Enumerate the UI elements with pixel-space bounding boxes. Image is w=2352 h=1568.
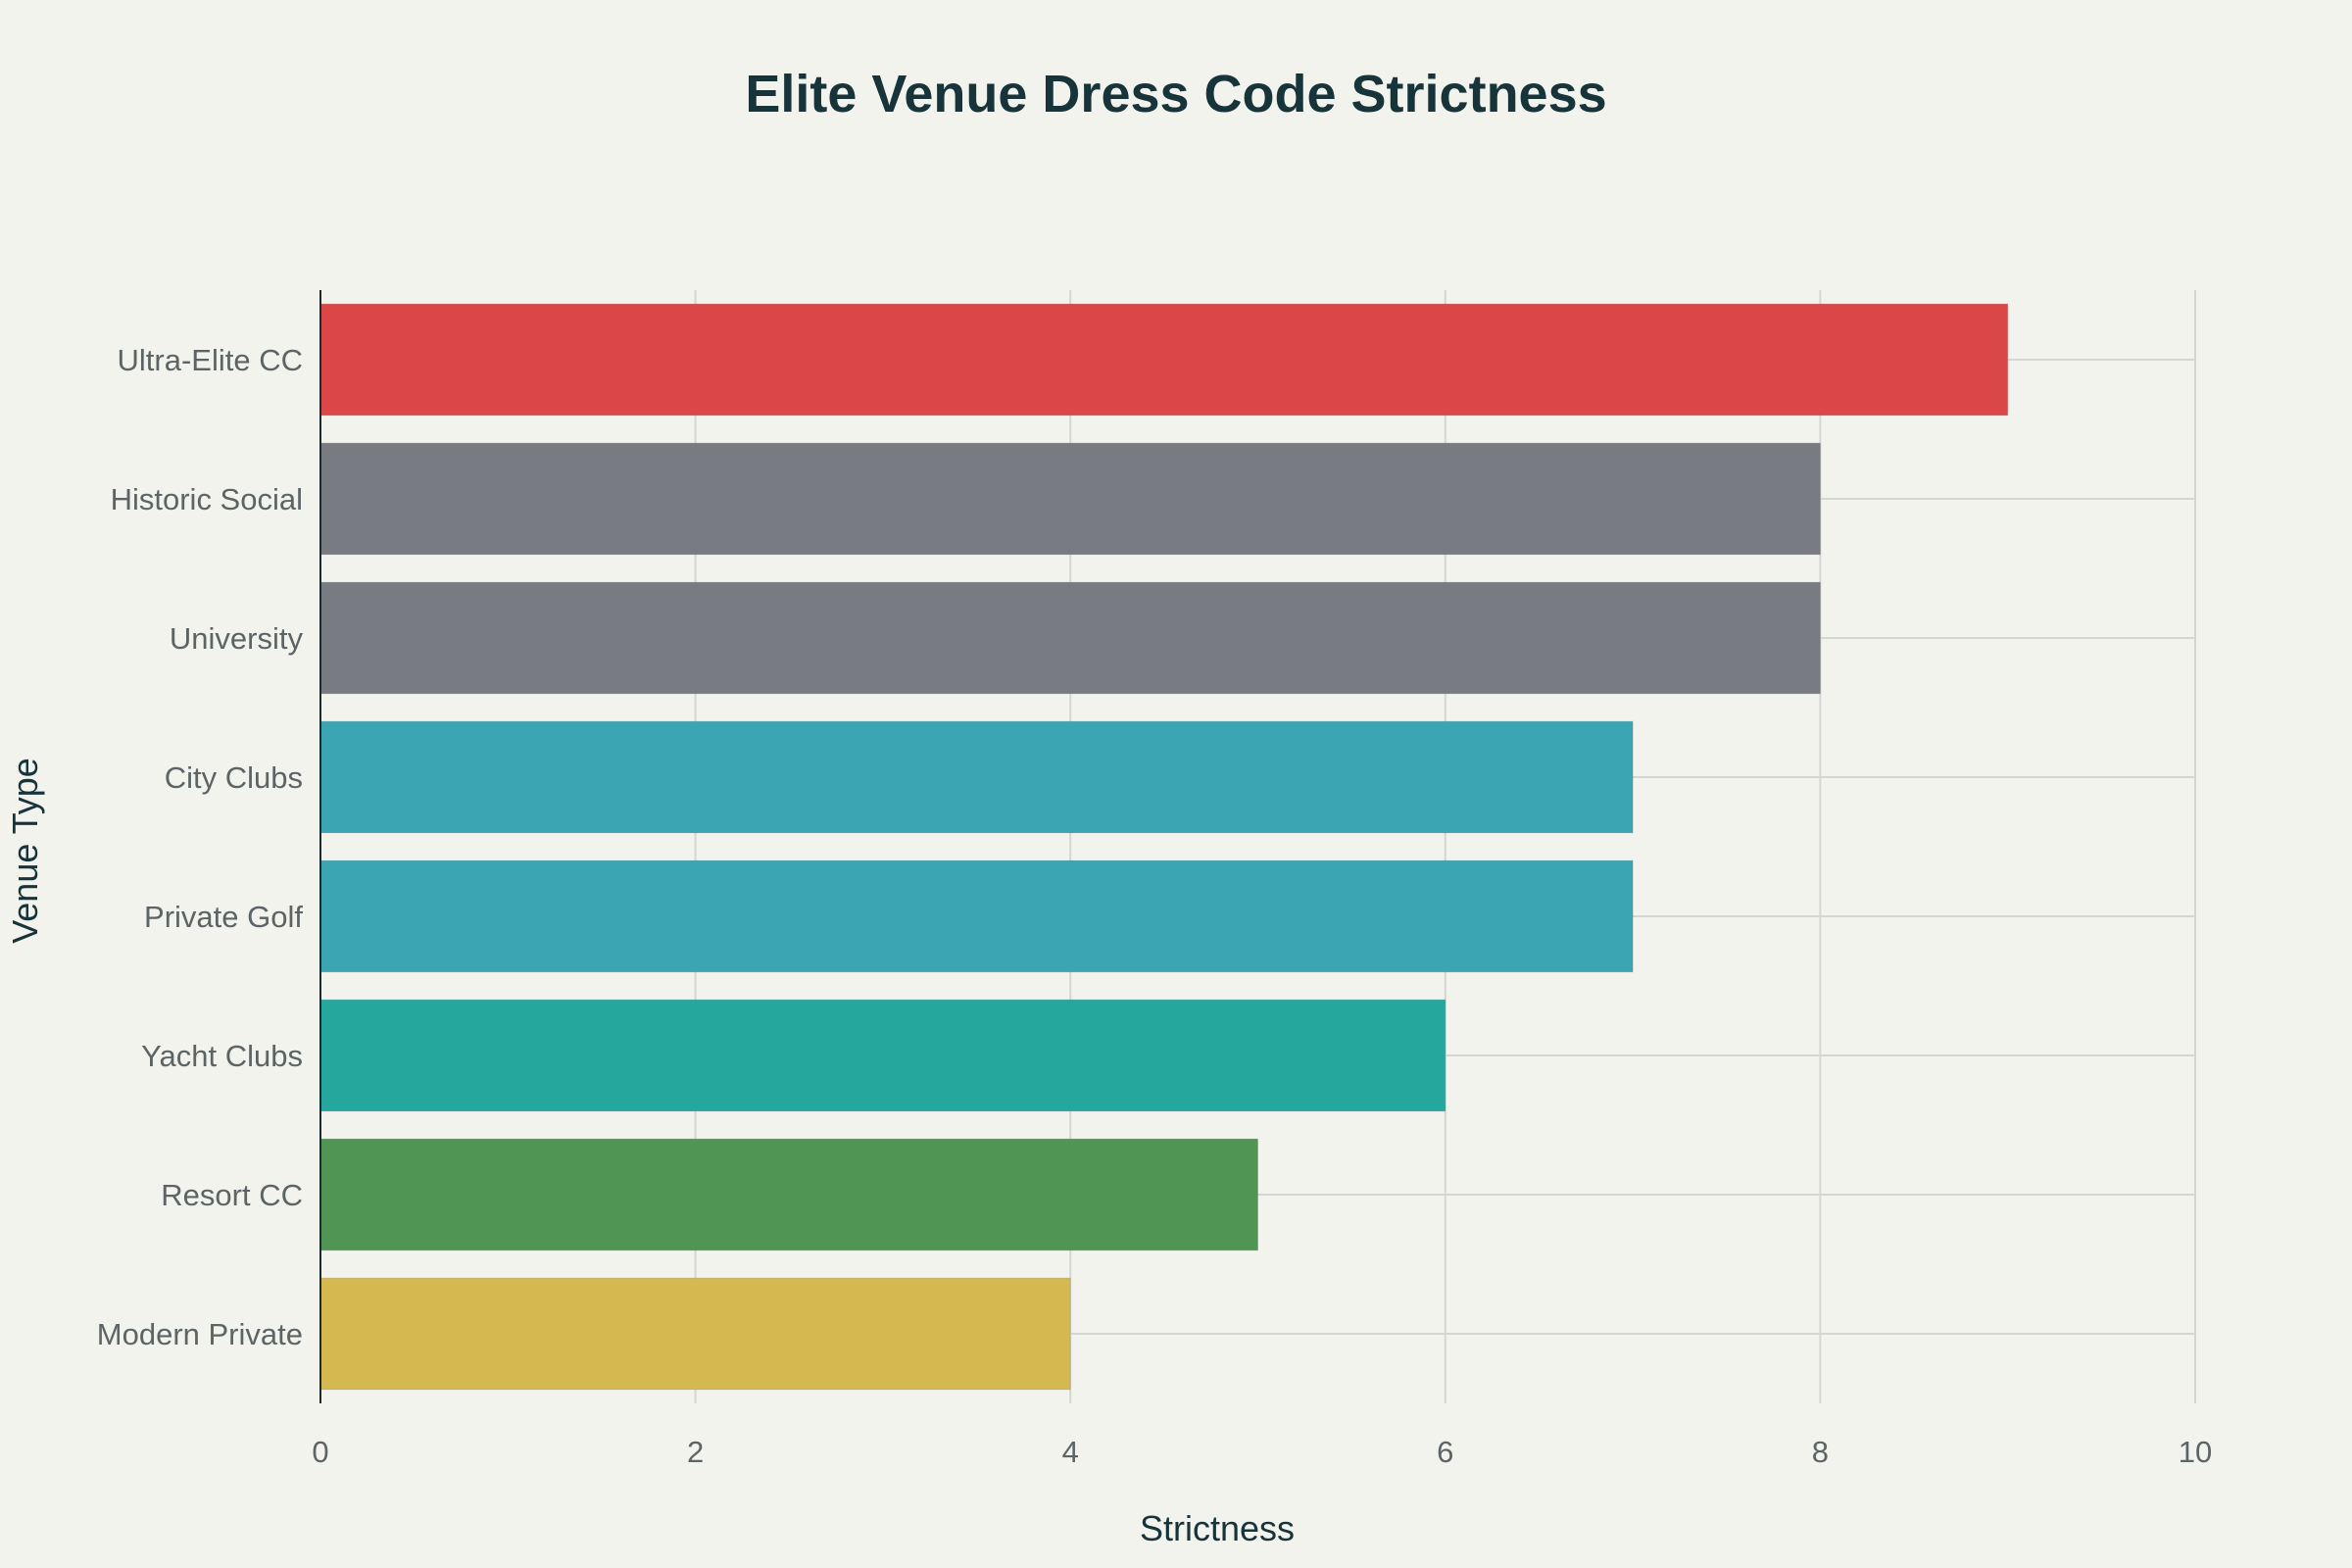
y-tick-label: Yacht Clubs [141, 1039, 303, 1073]
x-tick-label: 4 [1062, 1435, 1079, 1469]
bar [319, 999, 1446, 1112]
y-tick-label: Historic Social [111, 482, 303, 516]
x-tick-label: 2 [687, 1435, 704, 1469]
y-tick-label: University [170, 621, 304, 656]
x-tick-label: 6 [1437, 1435, 1453, 1469]
x-tick-label: 0 [312, 1435, 328, 1469]
y-tick-label: Private Golf [144, 900, 303, 934]
y-tick-label: City Clubs [165, 760, 303, 795]
x-axis-title: Strictness [1140, 1508, 1295, 1548]
y-tick-label: Ultra-Elite CC [118, 343, 303, 377]
bars-layer [319, 303, 2009, 1391]
y-tick-label: Resort CC [161, 1178, 303, 1212]
x-tick-label: 10 [2179, 1435, 2212, 1469]
bar [319, 1277, 1071, 1391]
bar [319, 303, 2009, 416]
x-tick-label: 8 [1812, 1435, 1829, 1469]
chart-title: Elite Venue Dress Code Strictness [745, 65, 1606, 123]
y-tick-label: Modern Private [97, 1317, 303, 1351]
y-axis-title: Venue Type [5, 758, 45, 944]
bar [319, 442, 1821, 556]
bar [319, 859, 1634, 973]
axis-layer: 0 2 4 6 8 10 Ultra-Elite CC Historic Social Univ… [97, 290, 2212, 1469]
bar [319, 581, 1821, 695]
bar [319, 720, 1634, 834]
bar [319, 1138, 1258, 1251]
